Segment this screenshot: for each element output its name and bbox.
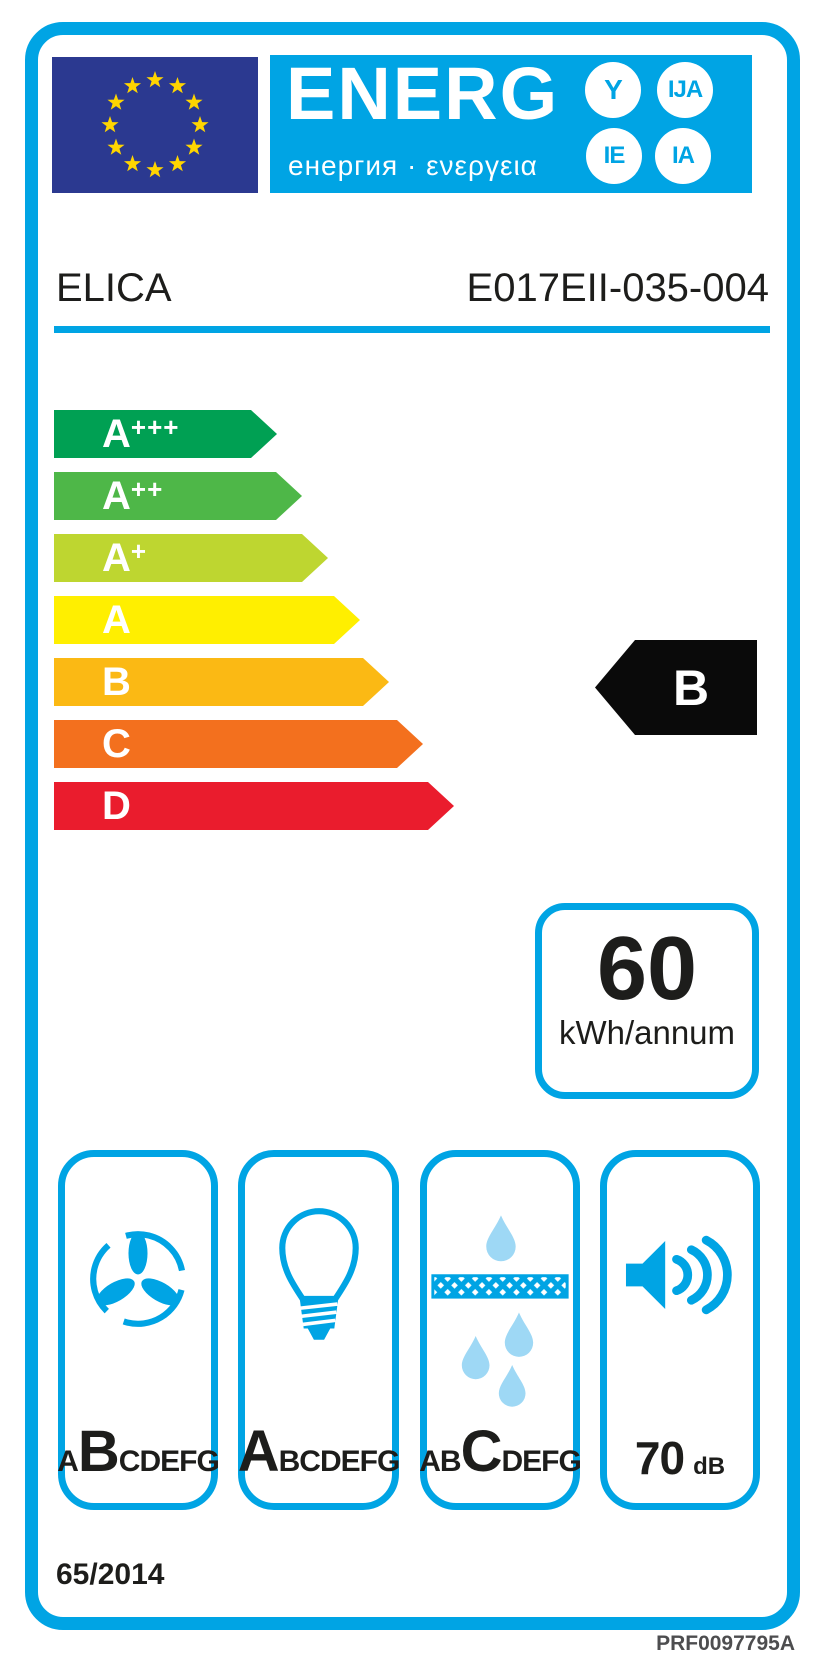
model-number: E017EII-035-004 <box>466 266 769 310</box>
class-letters-after: BCDEFG <box>278 1445 401 1478</box>
noise-box: 70 dB <box>600 1150 760 1510</box>
assigned-class-arrow: B <box>595 640 757 735</box>
annual-consumption-unit: kWh/annum <box>558 1014 736 1051</box>
scale-plus: + <box>130 535 148 566</box>
scale-arrow-a3: A +++ <box>54 410 277 458</box>
class-letters-before: A <box>57 1445 79 1478</box>
scale-letter: B <box>102 660 131 704</box>
brand-name: ELICA <box>56 266 172 310</box>
lighting-class-line: A BCDEFG <box>238 1418 401 1485</box>
scale-arrow-d: D <box>54 782 454 830</box>
energ-logo-text: ENERG <box>286 52 560 135</box>
suffix-badge-ia: IA <box>655 128 711 184</box>
class-letters-after: DEFG <box>501 1445 581 1478</box>
noise-value-line: 70 dB <box>607 1431 753 1485</box>
eu-flag-icon <box>52 57 258 193</box>
scale-arrow-a2: A ++ <box>54 472 302 520</box>
scale-letter: D <box>102 784 131 828</box>
scale-letter: A <box>102 474 131 518</box>
scale-arrow-c: C <box>54 720 423 768</box>
lighting-efficiency-box: A BCDEFG <box>238 1150 401 1510</box>
assigned-class-letter: B <box>672 659 710 716</box>
fan-icon <box>65 1223 211 1335</box>
fluid-dynamic-class-line: A B CDEFG <box>57 1418 220 1485</box>
scale-plus: ++ <box>130 473 164 504</box>
grease-filter-icon <box>427 1193 573 1411</box>
scale-arrow-b: B <box>54 658 389 706</box>
header-divider <box>54 326 770 333</box>
noise-unit: dB <box>693 1453 726 1480</box>
reference-code: PRF0097795A <box>656 1632 795 1655</box>
scale-letter: A <box>102 412 131 456</box>
class-letters-before: AB <box>419 1445 461 1478</box>
class-letter-assigned: B <box>77 1419 120 1484</box>
class-letters-after: CDEFG <box>118 1445 220 1478</box>
regulation-number: 65/2014 <box>56 1558 165 1591</box>
scale-arrow-a1: A + <box>54 534 328 582</box>
grease-filtering-efficiency-box: AB C DEFG <box>419 1150 582 1510</box>
speaker-icon <box>607 1219 753 1331</box>
light-bulb-icon <box>245 1199 392 1354</box>
scale-letter: A <box>102 536 131 580</box>
annual-consumption-value: 60 <box>596 919 698 1019</box>
suffix-badge-ie: IE <box>586 128 642 184</box>
energ-logo-subtext: енергия · ενεργεια <box>288 150 538 181</box>
grease-filtering-class-line: AB C DEFG <box>419 1418 582 1485</box>
annual-consumption-box: 60 kWh/annum <box>535 903 759 1099</box>
scale-letter: C <box>102 722 131 766</box>
scale-plus: +++ <box>130 411 180 442</box>
fluid-dynamic-efficiency-box: A B CDEFG <box>57 1150 220 1510</box>
scale-arrow-a: A <box>54 596 360 644</box>
scale-letter: A <box>102 598 131 642</box>
energ-banner: ENERG енергия · ενεργεια Y IJA IE IA <box>270 55 752 193</box>
class-letter-assigned: C <box>460 1419 503 1484</box>
suffix-badge-y: Y <box>585 62 641 118</box>
noise-value: 70 <box>634 1432 685 1484</box>
class-letter-assigned: A <box>237 1419 280 1484</box>
suffix-badge-ija: IJA <box>657 62 713 118</box>
